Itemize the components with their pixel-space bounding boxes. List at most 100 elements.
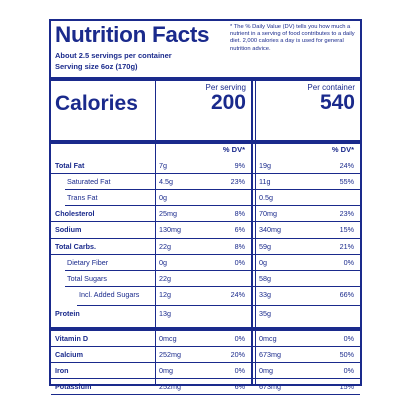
nutrient-row: Potassium 252mg 6% 673mg 15% — [51, 379, 360, 395]
row-separator — [65, 286, 360, 287]
nutrient-name: Cholesterol — [55, 209, 95, 218]
container-amount: 33g — [259, 290, 271, 299]
nutrient-name: Saturated Fat — [67, 177, 111, 186]
calories-per-container: 540 — [319, 91, 355, 114]
serving-dv: 9% — [234, 161, 245, 170]
container-amount: 673mg — [259, 350, 281, 359]
serving-amount: 0g — [159, 258, 167, 267]
container-amount: 19g — [259, 161, 271, 170]
nutrient-row: Vitamin D 0mcg 0% 0mcg 0% — [51, 331, 360, 347]
serving-dv: 0% — [234, 334, 245, 343]
row-separator — [65, 270, 360, 271]
daily-value-footnote: * The % Daily Value (DV) tells you how m… — [230, 24, 355, 52]
nutrient-row: Incl. Added Sugars 12g 24% 33g 66% — [51, 287, 360, 306]
container-dv: 55% — [339, 177, 354, 186]
serving-dv: 20% — [230, 350, 245, 359]
container-amount: 0.5g — [259, 193, 273, 202]
calories-divider — [51, 140, 360, 144]
per-serving-label: Per serving — [205, 83, 246, 92]
serving-dv: 0% — [234, 366, 245, 375]
row-separator — [65, 189, 360, 190]
nutrient-row: Trans Fat 0g 0.5g — [51, 190, 360, 206]
nutrient-row: Protein 13g 35g — [51, 306, 360, 331]
serving-amount: 0mg — [159, 366, 173, 375]
nutrient-name: Dietary Fiber — [67, 258, 109, 267]
nutrient-row: Dietary Fiber 0g 0% 0g 0% — [51, 255, 360, 271]
serving-amount: 252mg — [159, 382, 181, 391]
nutrient-name: Calcium — [55, 350, 83, 359]
serving-amount: 13g — [159, 309, 171, 318]
container-dv: 15% — [339, 382, 354, 391]
nutrient-name: Sodium — [55, 225, 82, 234]
container-dv: 21% — [339, 242, 354, 251]
container-amount: 0g — [259, 258, 267, 267]
nutrient-row: Sodium 130mg 6% 340mg 15% — [51, 222, 360, 239]
serving-dv: 23% — [230, 177, 245, 186]
row-separator — [51, 173, 360, 174]
nutrient-name: Protein — [55, 309, 80, 318]
container-dv: 24% — [339, 161, 354, 170]
serving-amount: 4.5g — [159, 177, 173, 186]
row-separator — [65, 205, 360, 206]
nutrient-name: Incl. Added Sugars — [79, 290, 140, 299]
container-dv: 50% — [339, 350, 354, 359]
nutrient-name: Trans Fat — [67, 193, 98, 202]
serving-dv: 24% — [230, 290, 245, 299]
serving-dv: 8% — [234, 209, 245, 218]
row-separator — [51, 346, 360, 347]
container-dv: 15% — [339, 225, 354, 234]
serving-amount: 0mcg — [159, 334, 177, 343]
column-divider — [255, 81, 256, 386]
container-amount: 59g — [259, 242, 271, 251]
row-separator — [51, 254, 360, 255]
row-separator — [51, 221, 360, 222]
row-separator — [51, 378, 360, 379]
nutrient-row: Cholesterol 25mg 8% 70mg 23% — [51, 206, 360, 222]
container-amount: 11g — [259, 177, 271, 186]
serving-dv: 0% — [234, 258, 245, 267]
container-amount: 0mg — [259, 366, 273, 375]
row-separator — [77, 305, 360, 306]
container-amount: 35g — [259, 309, 271, 318]
nutrient-row: Iron 0mg 0% 0mg 0% — [51, 363, 360, 379]
container-dv: 23% — [339, 209, 354, 218]
calories-per-serving: 200 — [210, 91, 246, 114]
serving-dv: 6% — [234, 382, 245, 391]
nutrient-row: Total Sugars 22g 58g — [51, 271, 360, 287]
serving-amount: 0g — [159, 193, 167, 202]
calories-label: Calories — [55, 92, 138, 115]
container-amount: 673mg — [259, 382, 281, 391]
serving-amount: 252mg — [159, 350, 181, 359]
row-separator — [51, 327, 360, 331]
per-container-label: Per container — [307, 83, 355, 92]
nutrient-name: Potassium — [55, 382, 92, 391]
row-separator — [51, 362, 360, 363]
serving-amount: 22g — [159, 242, 171, 251]
nutrition-facts-label: Nutrition Facts About 2.5 servings per c… — [49, 19, 362, 395]
servings-per-container: About 2.5 servings per container — [55, 51, 172, 60]
column-divider — [251, 81, 253, 386]
container-dv: 0% — [343, 366, 354, 375]
container-dv: 66% — [339, 290, 354, 299]
serving-amount: 22g — [159, 274, 171, 283]
nutrient-name: Total Sugars — [67, 274, 107, 283]
row-separator — [51, 238, 360, 239]
serving-amount: 25mg — [159, 209, 177, 218]
dv-header-container: % DV* — [331, 145, 354, 154]
nutrient-row: Total Fat 7g 9% 19g 24% — [51, 158, 360, 174]
container-amount: 70mg — [259, 209, 277, 218]
nutrient-name: Vitamin D — [55, 334, 89, 343]
dv-header-serving: % DV* — [222, 145, 245, 154]
header-divider — [51, 77, 360, 81]
container-amount: 340mg — [259, 225, 281, 234]
column-divider — [155, 81, 156, 386]
serving-amount: 130mg — [159, 225, 181, 234]
serving-dv: 6% — [234, 225, 245, 234]
serving-dv: 8% — [234, 242, 245, 251]
container-dv: 0% — [343, 334, 354, 343]
nutrient-row: Calcium 252mg 20% 673mg 50% — [51, 347, 360, 363]
serving-amount: 12g — [159, 290, 171, 299]
nutrient-row: Total Carbs. 22g 8% 59g 21% — [51, 239, 360, 255]
serving-amount: 7g — [159, 161, 167, 170]
container-amount: 58g — [259, 274, 271, 283]
